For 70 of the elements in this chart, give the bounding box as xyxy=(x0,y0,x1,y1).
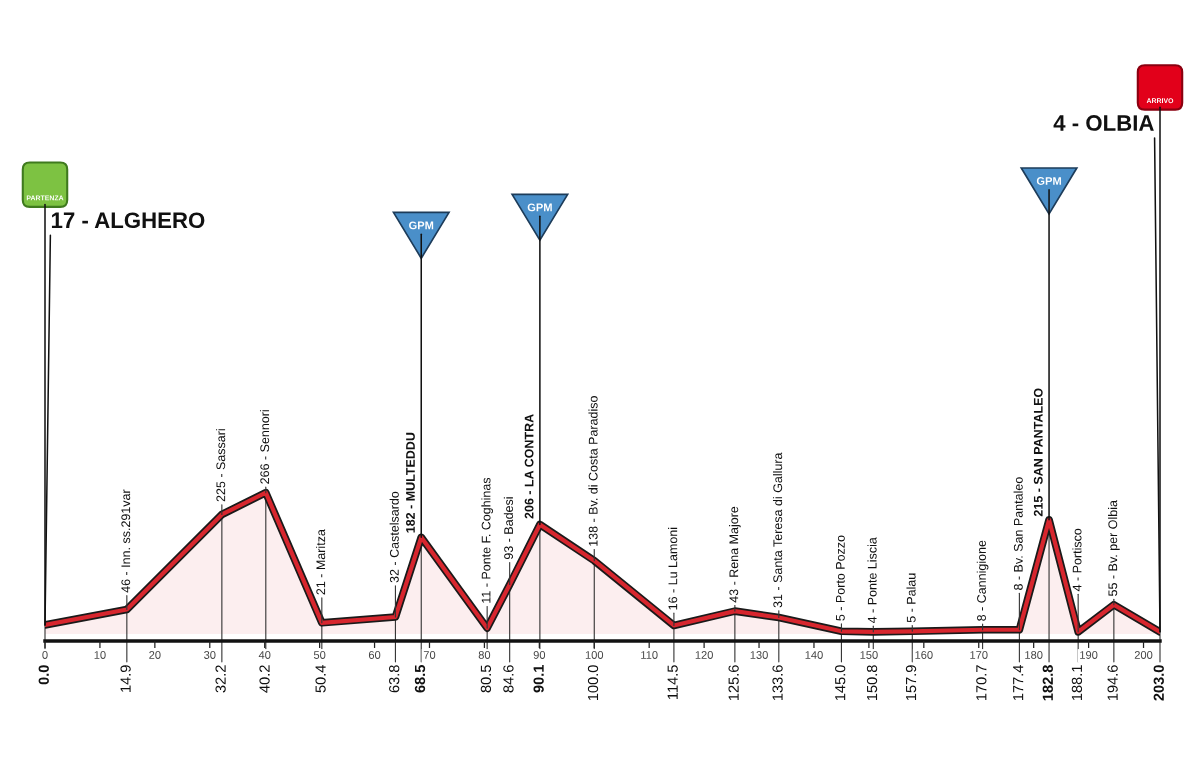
data-label: 46 - Inn. ss.291var xyxy=(121,489,131,593)
annotation: 114.5 xyxy=(667,665,678,699)
annotation: 157.9 xyxy=(905,665,917,701)
data-label: 31 - Santa Teresa di Gallura xyxy=(772,452,783,608)
annotation: 133.6 xyxy=(772,665,783,701)
data-label: 8 - Cannigione xyxy=(976,540,989,621)
data-label: 32 - Castelsardo xyxy=(389,491,399,583)
data-label: 266 - Sennori xyxy=(259,410,270,484)
data-label: 93 - Badesi xyxy=(503,497,514,560)
x-tick-label: 50 xyxy=(313,651,326,659)
annotation: 68.5 xyxy=(414,665,426,693)
data-label: 4 - Ponte Liscia xyxy=(867,537,877,624)
annotation: 90.1 xyxy=(533,665,544,693)
x-tick-label: 170 xyxy=(970,651,988,659)
data-label: 4 - Portisco xyxy=(1072,528,1082,592)
x-tick-label: 40 xyxy=(258,651,271,659)
annotation: 150.8 xyxy=(866,665,878,701)
annotation: 17 - ALGHERO xyxy=(51,212,205,229)
annotation: 14.9 xyxy=(120,665,131,692)
x-tick-label: 70 xyxy=(423,651,436,659)
annotation: 203.0 xyxy=(1153,665,1164,701)
x-tick-label: 110 xyxy=(641,651,658,659)
annotation: 32.2 xyxy=(215,665,226,693)
x-tick-label: 80 xyxy=(478,651,491,659)
data-label: 225 - Sassari xyxy=(216,429,226,502)
annotation: 182.8 xyxy=(1042,665,1053,701)
x-tick-label: 10 xyxy=(94,651,106,659)
annotation: 194.6 xyxy=(1107,665,1118,701)
x-tick-label: 130 xyxy=(750,651,768,659)
x-tick-label: 60 xyxy=(368,651,381,659)
x-tick-label: 90 xyxy=(533,651,546,659)
x-tick-label: 20 xyxy=(149,651,161,659)
data-label: 182 - MULTEDDU xyxy=(406,432,415,533)
data-label: 43 - Rena Majore xyxy=(729,506,741,603)
annotation: 125.6 xyxy=(728,665,739,701)
annotation: GPM xyxy=(1036,177,1061,185)
annotation: 84.6 xyxy=(503,665,514,693)
annotation: 170.7 xyxy=(976,665,987,701)
annotation: 50.4 xyxy=(315,665,326,693)
x-tick-label: 120 xyxy=(695,651,713,659)
annotation: 80.5 xyxy=(480,665,492,693)
x-tick-label: 100 xyxy=(585,651,604,659)
annotation: 0.0 xyxy=(38,665,49,685)
data-label: 215 - SAN PANTALEO xyxy=(1033,388,1043,517)
annotation: 40.2 xyxy=(259,665,270,693)
annotation: GPM xyxy=(409,221,434,230)
x-tick-label: 150 xyxy=(860,651,878,659)
data-label: 5 - Porto Pozzo xyxy=(836,535,845,621)
x-tick-label: 0 xyxy=(42,651,48,659)
x-tick-label: 200 xyxy=(1134,651,1153,659)
x-tick-label: 160 xyxy=(915,651,933,659)
data-label: 11 - Ponte F. Coghinas xyxy=(481,477,493,603)
annotation: 100.0 xyxy=(587,665,599,701)
annotation: GPM xyxy=(527,203,552,212)
x-tick-label: 30 xyxy=(204,651,216,659)
annotation: 145.0 xyxy=(835,665,846,701)
data-label: 206 - LA CONTRA xyxy=(524,414,534,519)
data-label: 21 - Maritza xyxy=(316,529,326,595)
x-tick-label: 180 xyxy=(1025,651,1043,659)
data-label: 8 - Bv. San Pantaleo xyxy=(1013,477,1023,590)
x-tick-label: 140 xyxy=(805,651,823,659)
annotation: 63.8 xyxy=(389,665,400,693)
data-label: 5 - Palau xyxy=(906,573,916,623)
annotation: 188.1 xyxy=(1071,665,1083,701)
data-label: 55 - Bv. per Olbia xyxy=(1108,500,1120,596)
data-label: 16 - Lu Lamoni xyxy=(668,527,678,610)
annotation: 4 - OLBIA xyxy=(1053,115,1154,131)
x-tick-label: 190 xyxy=(1080,651,1098,659)
data-label: 138 - Bv. di Costa Paradiso xyxy=(588,396,598,546)
annotation: 177.4 xyxy=(1013,665,1024,701)
